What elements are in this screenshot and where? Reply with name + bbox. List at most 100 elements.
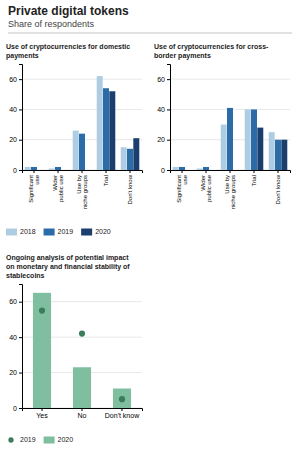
text-line: niche groups — [82, 175, 88, 209]
tick-label: Significantuse — [176, 174, 189, 202]
tick-label: Don't know — [275, 174, 281, 204]
text-line: Don't know — [275, 174, 281, 204]
text-line: use — [182, 174, 188, 184]
tick-mark — [167, 170, 170, 171]
text-line: Yes — [36, 412, 48, 419]
text-line: Use by — [76, 175, 82, 194]
bar — [109, 91, 115, 170]
bar — [73, 367, 91, 408]
legend: 2019 2020 — [8, 436, 73, 443]
tick: Yes — [36, 408, 48, 419]
tick-mark — [122, 408, 123, 411]
bar-series — [25, 76, 127, 170]
text-line: Don't know — [127, 174, 133, 204]
bar-series — [31, 88, 133, 170]
tick-mark — [167, 140, 170, 141]
bar — [257, 128, 263, 170]
tick-mark — [42, 408, 43, 411]
tick: 60 — [9, 76, 22, 83]
tick-label: Widerpublic use — [200, 174, 213, 202]
plot-area — [33, 293, 131, 408]
subplot: 0204060SignificantuseWiderpublic useUse … — [157, 65, 290, 210]
grid-line — [170, 79, 290, 80]
axis-line — [167, 65, 171, 171]
tick: Don't know — [127, 170, 133, 205]
legend-item: 2018 — [6, 228, 36, 235]
tick-label: Widerpublic use — [52, 174, 65, 202]
tick-mark — [34, 170, 35, 173]
bar — [197, 168, 203, 170]
legend-item: 2019 — [44, 228, 74, 235]
text-line: border payments — [154, 52, 211, 60]
text-line: Significant — [28, 175, 34, 203]
tick: Trial — [251, 170, 257, 186]
legend-swatch — [44, 437, 55, 444]
tick-label: 40 — [157, 106, 165, 113]
bar-series — [179, 108, 281, 170]
tick: 60 — [157, 76, 170, 83]
bar — [203, 167, 209, 170]
plot-area — [173, 108, 288, 170]
tick: 20 — [9, 369, 22, 376]
text-line: Ongoing analysis of potential impact — [6, 254, 129, 262]
point — [79, 331, 85, 337]
tick-mark — [167, 109, 170, 110]
axis-line — [23, 409, 143, 412]
bar — [73, 131, 79, 170]
figure-title: Private digital tokens — [8, 4, 129, 18]
legend-label: 2018 — [20, 228, 36, 235]
tick-mark — [19, 337, 22, 338]
tick-mark — [106, 170, 107, 173]
tick: 40 — [157, 106, 170, 113]
tick: Use byniche groups — [76, 170, 89, 209]
bar — [97, 76, 103, 170]
text-line: Use of cryptocurrencies for domestic — [6, 43, 130, 51]
legend-swatch — [6, 229, 17, 236]
tick-label: 0 — [161, 167, 165, 174]
bar — [185, 170, 191, 171]
legend-label: 2020 — [58, 436, 74, 443]
subplot: 0204060SignificantuseWiderpublic useUse … — [9, 65, 142, 210]
bar — [25, 167, 31, 170]
tick: 40 — [9, 106, 22, 113]
tick-mark — [58, 170, 59, 173]
x-axis: Yes No Don't know — [23, 408, 143, 419]
tick: No — [78, 408, 87, 419]
text-line: Trial — [103, 175, 109, 186]
bar — [49, 168, 55, 170]
legend-swatch — [8, 437, 13, 442]
tick-mark — [19, 109, 22, 110]
y-axis: 0204060 — [9, 285, 22, 412]
tick-label: Yes — [36, 412, 48, 419]
tick: Use byniche groups — [224, 170, 237, 209]
grid — [170, 79, 290, 170]
tick-label: Don't know — [127, 174, 133, 204]
bar — [227, 108, 233, 170]
bar — [79, 134, 85, 170]
text-line: Wider — [200, 175, 206, 191]
tick-label: 60 — [9, 76, 17, 83]
legend-label: 2019 — [20, 436, 36, 443]
tick-label: 40 — [9, 334, 17, 341]
text-line: Use by — [224, 175, 230, 194]
tick-label: 0 — [13, 405, 17, 412]
tick-label: 40 — [9, 106, 17, 113]
bar — [55, 167, 61, 170]
tick-label: Trial — [103, 175, 109, 186]
bar — [179, 167, 185, 170]
bar-series — [33, 293, 131, 408]
legend-item: 2020 — [44, 436, 74, 443]
bar — [61, 170, 67, 171]
text-line: Trial — [251, 175, 257, 186]
y-axis: 0204060 — [157, 65, 170, 174]
tick-label: Use byniche groups — [76, 175, 89, 209]
bar — [221, 125, 227, 170]
tick-mark — [230, 170, 231, 173]
figure: Private digital tokensShare of responden… — [0, 0, 300, 459]
tick-mark — [206, 170, 207, 173]
bar — [275, 140, 281, 170]
tick-label: 20 — [9, 136, 17, 143]
axis-line — [23, 171, 143, 174]
tick: Widerpublic use — [52, 170, 65, 202]
text-line: Don't know — [105, 412, 140, 419]
